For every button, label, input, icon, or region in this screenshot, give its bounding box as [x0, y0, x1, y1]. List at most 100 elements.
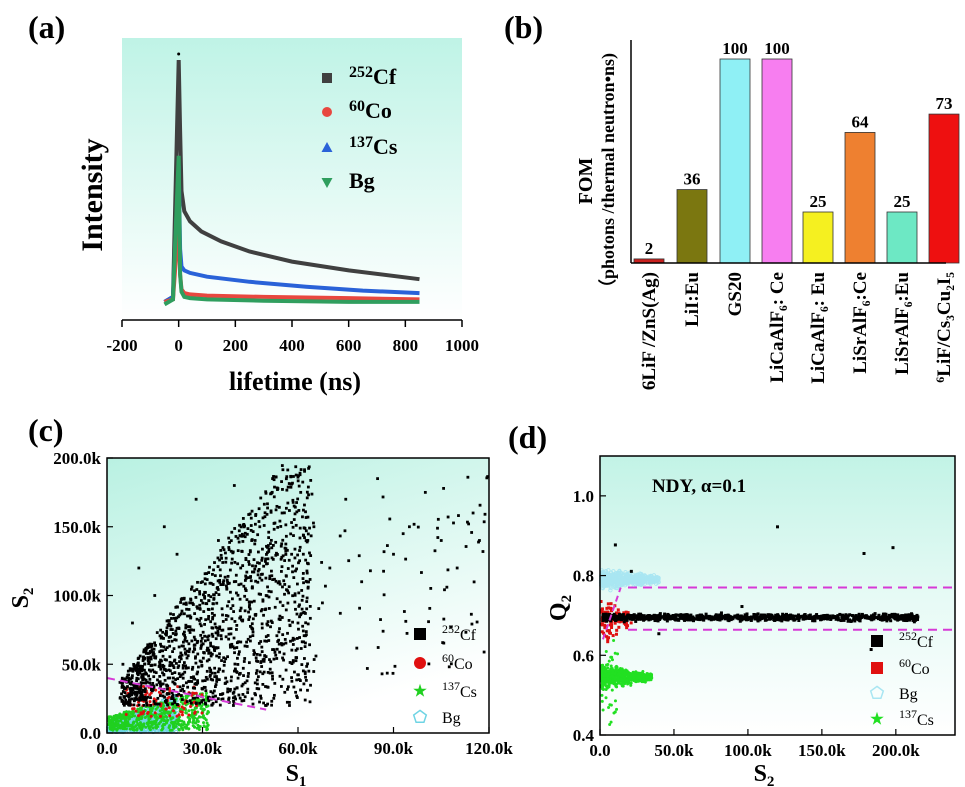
chart-c-point-cf	[240, 532, 244, 536]
chart-d-point-cs	[603, 674, 607, 678]
chart-a-xlabel: lifetime (ns)	[229, 367, 361, 396]
chart-c-point-cf	[183, 636, 187, 639]
chart-c-point-cf	[184, 666, 188, 670]
chart-c-point-cf	[198, 659, 202, 663]
chart-c-point-cf	[215, 601, 219, 605]
chart-c-point-cf	[127, 677, 131, 681]
chart-c-point-cf	[148, 651, 152, 655]
chart-c-point-cf	[207, 634, 211, 638]
chart-c-point-cf	[369, 569, 372, 573]
chart-c-point-cf	[205, 659, 209, 663]
chart-d-point-cf	[900, 614, 904, 618]
chart-c-point-cf	[162, 667, 166, 671]
chart-c-point-cf	[253, 681, 257, 685]
chart-c-point-cf	[194, 596, 198, 599]
chart-d-point-cs	[615, 707, 619, 711]
chart-c-point-cf	[233, 669, 236, 673]
chart-c-point-cf	[278, 674, 282, 678]
chart-d-point-cf	[770, 616, 774, 620]
chart-c-point-cf	[264, 655, 268, 659]
chart-c-point-cf	[270, 569, 273, 573]
chart-c-point-cs	[184, 726, 188, 730]
chart-d-point-co	[625, 626, 629, 630]
chart-c-point-cf	[286, 501, 290, 505]
chart-c-point-cf	[284, 608, 288, 612]
chart-c-point-cf	[304, 510, 307, 514]
chart-a-xtick-label: 600	[336, 336, 362, 355]
panel-label-d: (d)	[508, 419, 547, 455]
chart-d-point-co	[626, 611, 630, 615]
chart-c-point-co	[200, 693, 204, 697]
chart-c-point-cf	[385, 544, 389, 547]
chart-c-point-cf	[224, 614, 228, 617]
chart-c-point-cf	[388, 517, 392, 521]
chart-d-point-cf	[747, 616, 751, 620]
chart-c-point-cf	[256, 569, 260, 573]
chart-a-xtick-label: 400	[279, 336, 305, 355]
chart-d-point-cf	[726, 617, 730, 621]
chart-c-point-cf	[290, 648, 294, 652]
chart-d-point-cf	[691, 616, 695, 620]
chart-a-peak-dot	[177, 52, 181, 56]
chart-c-point-cf	[180, 609, 184, 613]
chart-c-point-cf	[229, 539, 233, 543]
chart-c-point-cf	[275, 504, 279, 508]
chart-c-point-cf	[274, 475, 278, 479]
chart-c-point-cf	[257, 641, 261, 645]
chart-d-point-cf	[665, 619, 669, 623]
chart-c-point-cf	[209, 641, 212, 645]
chart-c-point-cf	[120, 677, 124, 681]
chart-c-point-cf	[161, 690, 165, 694]
chart-c-point-cf	[159, 644, 163, 648]
chart-c-point-cs	[139, 727, 143, 731]
chart-c-point-cf	[262, 701, 265, 705]
chart-d-point-cf	[830, 616, 834, 620]
chart-d-point-cf	[756, 618, 760, 622]
chart-c-point-cf	[188, 699, 192, 703]
chart-d-point-co	[603, 610, 607, 614]
chart-c-point-cf	[260, 645, 264, 649]
chart-c-point-cf	[223, 660, 226, 664]
chart-c-point-cf	[264, 557, 267, 561]
chart-d-point-cf	[657, 632, 661, 636]
chart-d-point-cf	[602, 613, 606, 617]
chart-c-point-cs	[176, 719, 180, 723]
chart-d-point-co	[617, 625, 621, 629]
chart-c-point-cf	[209, 595, 213, 599]
chart-c-point-cf	[446, 568, 450, 572]
chart-d-point-cf	[697, 616, 701, 620]
chart-c-point-cf	[152, 651, 155, 654]
chart-c-point-cf	[158, 634, 162, 638]
chart-c-point-cf	[211, 691, 215, 695]
chart-c-point-cf	[122, 703, 126, 707]
chart-a-legend-137cs-marker	[321, 142, 333, 152]
chart-d-point-cf	[835, 615, 839, 619]
chart-c-point-cf	[260, 556, 264, 560]
chart-c-point-cf	[271, 543, 275, 547]
chart-d-point-cf	[629, 615, 633, 619]
chart-c-point-cf	[269, 625, 272, 629]
chart-c-point-cf	[254, 579, 258, 583]
chart-c-point-cs	[179, 722, 183, 726]
chart-d-point-cf	[867, 616, 871, 620]
chart-c-point-cf	[183, 638, 187, 642]
chart-c-point-cf	[298, 603, 301, 607]
chart-c-point-cf	[243, 531, 247, 535]
chart-c-point-cf	[289, 475, 293, 479]
chart-c-point-cf	[207, 608, 211, 611]
chart-d-point-co	[613, 621, 617, 625]
chart-c-point-cf	[281, 677, 285, 681]
chart-c-point-cf	[201, 630, 205, 634]
chart-c-point-cf	[244, 574, 248, 578]
chart-a-ylabel: Intensity	[76, 138, 109, 251]
chart-d-point-cf	[709, 618, 713, 622]
chart-c-point-cf	[199, 581, 203, 584]
panel-label-c: (c)	[28, 412, 64, 448]
chart-c-point-cf	[181, 684, 185, 688]
chart-c-point-cf	[182, 596, 186, 600]
chart-c-point-cf	[222, 656, 226, 660]
chart-c-point-cf	[214, 637, 218, 641]
chart-c-point-cf	[227, 600, 231, 604]
chart-c-point-cf	[306, 485, 310, 489]
chart-c-point-cf	[228, 568, 232, 572]
